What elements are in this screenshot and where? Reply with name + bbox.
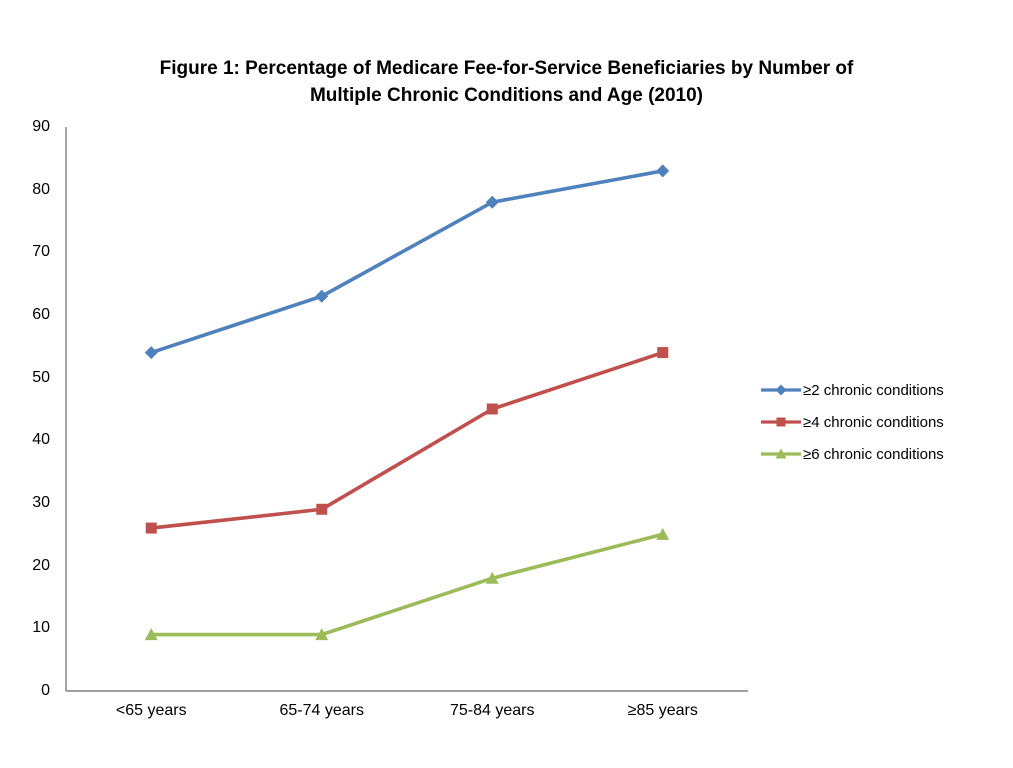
diamond-marker-icon (144, 346, 158, 360)
square-marker-icon (486, 403, 498, 415)
y-tick-label: 30 (32, 494, 50, 511)
chart-title-line-1: Figure 1: Percentage of Medicare Fee-for… (159, 58, 854, 79)
legend-item-label: ≥6 chronic conditions (803, 445, 944, 463)
triangle-marker-icon (775, 448, 787, 459)
y-tick-label: 70 (32, 243, 50, 261)
y-tick-label: 40 (32, 431, 50, 449)
legend-item-label: ≥4 chronic conditions (803, 413, 944, 431)
series-markers-3 (144, 527, 670, 641)
square-marker-icon (657, 347, 669, 359)
y-tick-label: 90 (32, 118, 50, 135)
y-tick-label: 0 (41, 682, 50, 699)
diamond-marker-icon (775, 384, 787, 396)
diamond-marker-icon (656, 164, 670, 178)
series-markers-1 (144, 164, 670, 360)
triangle-marker-icon (656, 527, 670, 540)
legend: ≥2 chronic conditions ≥4 chronic conditio… (761, 381, 944, 463)
legend-item-label: ≥2 chronic conditions (803, 381, 944, 399)
chart-title-line-2: Multiple Chronic Conditions and Age (201… (309, 85, 704, 106)
square-marker-icon (316, 503, 328, 515)
x-category-label: 65-74 years (279, 702, 365, 719)
x-category-label: ≥85 years (627, 702, 698, 719)
x-category-label: <65 years (115, 702, 187, 719)
x-category-label: 75-84 years (450, 702, 535, 719)
series-line-3 (151, 532, 664, 637)
legend-marker-icon (761, 384, 801, 396)
y-tick-label: 60 (32, 306, 50, 323)
y-tick-label: 20 (32, 556, 50, 574)
legend-marker-icon (761, 417, 801, 427)
diamond-marker-icon (315, 289, 329, 303)
y-tick-label: 50 (32, 368, 50, 386)
chart-title: Figure 1: Percentage of Medicare Fee-for… (0, 55, 1013, 109)
diamond-marker-icon (485, 195, 499, 209)
y-tick-label: 80 (32, 180, 50, 198)
y-tick-label: 10 (32, 619, 50, 637)
series-line-2 (151, 350, 664, 530)
triangle-marker-icon (485, 571, 499, 584)
triangle-marker-icon (144, 628, 158, 641)
legend-marker-icon (761, 448, 801, 459)
series-line-1 (150, 169, 664, 355)
legend-item-1: ≥2 chronic conditions (761, 381, 944, 399)
square-marker-icon (145, 522, 157, 534)
triangle-marker-icon (315, 628, 329, 641)
square-marker-icon (776, 417, 786, 427)
series-markers-2 (145, 347, 669, 534)
legend-item-2: ≥4 chronic conditions (761, 413, 944, 431)
legend-item-3: ≥6 chronic conditions (761, 445, 944, 463)
